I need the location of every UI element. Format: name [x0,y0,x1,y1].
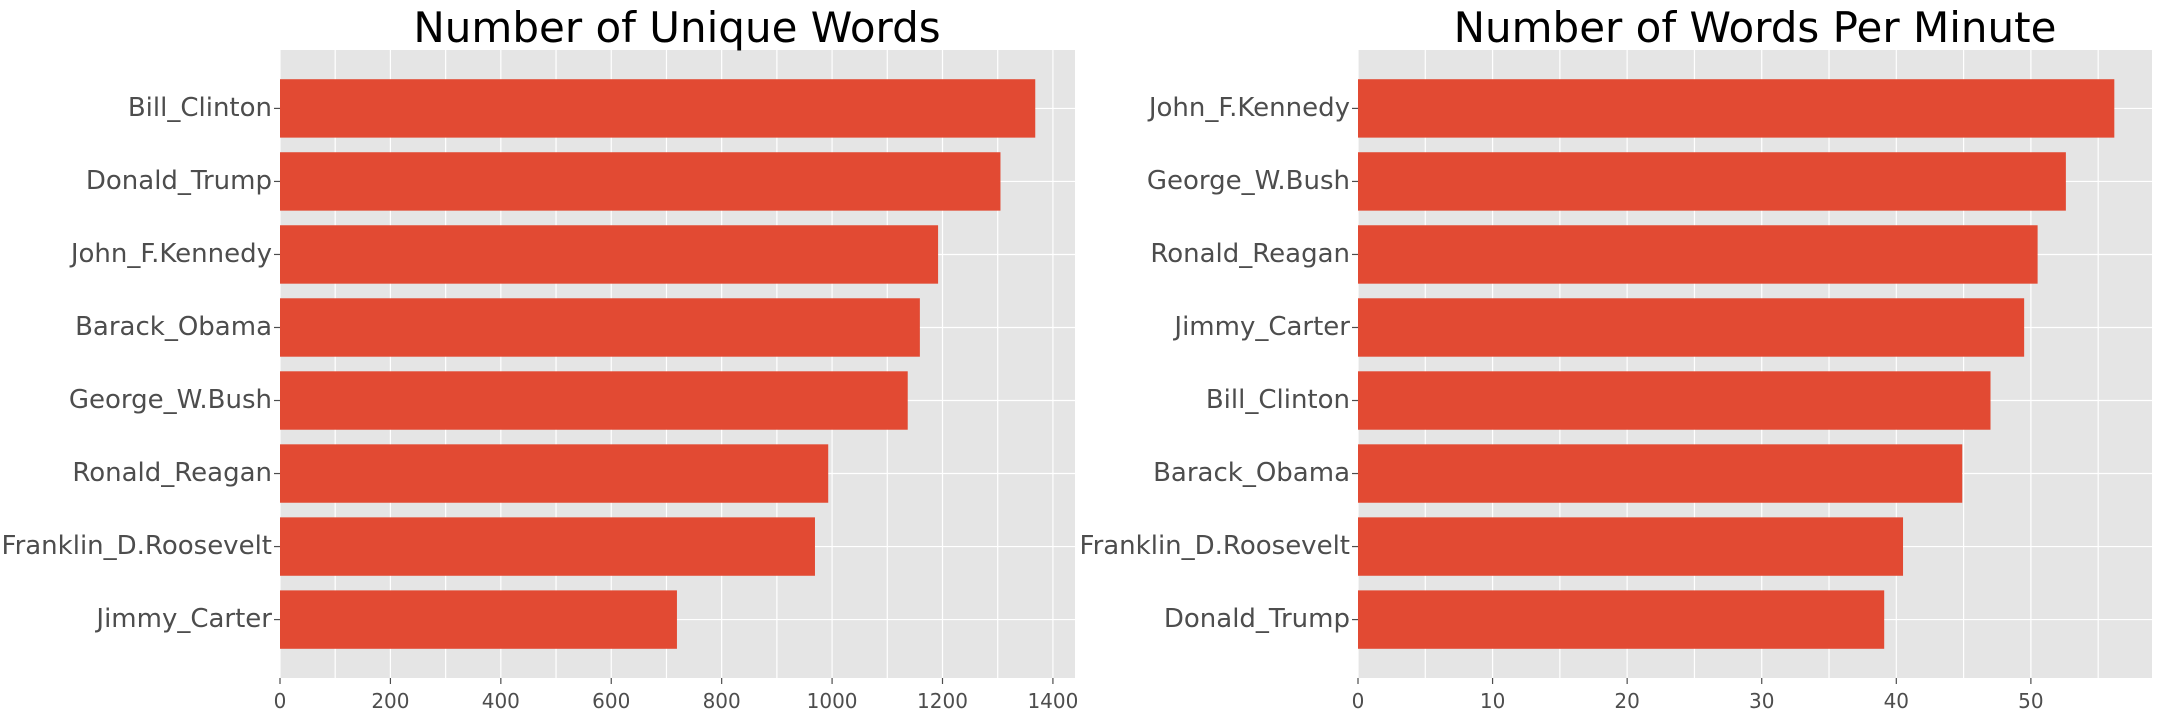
x-tick-label: 50 [2018,689,2043,713]
category-label: Jimmy_Carter [1172,312,1350,342]
category-label: John_F.Kennedy [1147,93,1350,123]
bar-george-w-bush [280,371,908,430]
category-label: Donald_Trump [1164,604,1350,634]
category-label: Bill_Clinton [128,93,272,123]
bar-john-f-kennedy [1358,79,2115,138]
bar-bill-clinton [280,79,1036,138]
x-tick-label: 40 [1884,689,1909,713]
category-label: Ronald_Reagan [72,458,272,488]
category-label: Franklin_D.Roosevelt [2,531,273,561]
chart-title: Number of Unique Words [413,3,940,52]
bar-ronald-reagan [280,444,829,503]
category-label: Barack_Obama [1153,458,1350,488]
x-tick-label: 600 [592,689,630,713]
category-label: Bill_Clinton [1206,385,1350,415]
chart-panel-words-per-minute: John_F.Kennedy George_W.Bush Ronald_Reagan… [1080,3,2152,713]
bar-ronald-reagan [1358,225,2038,284]
bar-bill-clinton [1358,371,1991,430]
x-tick-label: 0 [1352,689,1365,713]
x-tick-label: 1400 [1027,689,1078,713]
bar-jimmy-carter [1358,298,2025,357]
x-tick-label: 30 [1749,689,1774,713]
chart-title: Number of Words Per Minute [1454,3,2057,52]
x-tick-label: 0 [274,689,287,713]
category-label: Jimmy_Carter [94,604,272,634]
x-tick-label: 400 [482,689,520,713]
bar-barack-obama [1358,444,1963,503]
category-label: John_F.Kennedy [69,239,272,269]
x-tick-label: 800 [703,689,741,713]
x-tick-label: 1200 [917,689,968,713]
plot-area [280,50,1075,678]
chart-panel-unique-words: Bill_Clinton Donald_Trump John_F.Kennedy Ba… [2,3,1079,713]
x-tick-label: 20 [1614,689,1639,713]
category-label: Donald_Trump [86,166,272,196]
x-tick-label: 1000 [807,689,858,713]
category-label: Franklin_D.Roosevelt [1080,531,1351,561]
category-label: George_W.Bush [69,385,272,415]
plot-area [1358,50,2152,678]
x-tick-label: 200 [371,689,409,713]
category-label: George_W.Bush [1147,166,1350,196]
bar-john-f-kennedy [280,225,939,284]
bar-franklin-d-roosevelt [1358,517,1904,576]
bar-jimmy-carter [280,590,677,649]
bar-george-w-bush [1358,152,2066,211]
bar-franklin-d-roosevelt [280,517,815,576]
x-tick-label: 10 [1480,689,1505,713]
category-label: Barack_Obama [75,312,272,342]
category-label: Ronald_Reagan [1150,239,1350,269]
bar-donald-trump [1358,590,1885,649]
bar-donald-trump [280,152,1001,211]
bar-barack-obama [280,298,920,357]
